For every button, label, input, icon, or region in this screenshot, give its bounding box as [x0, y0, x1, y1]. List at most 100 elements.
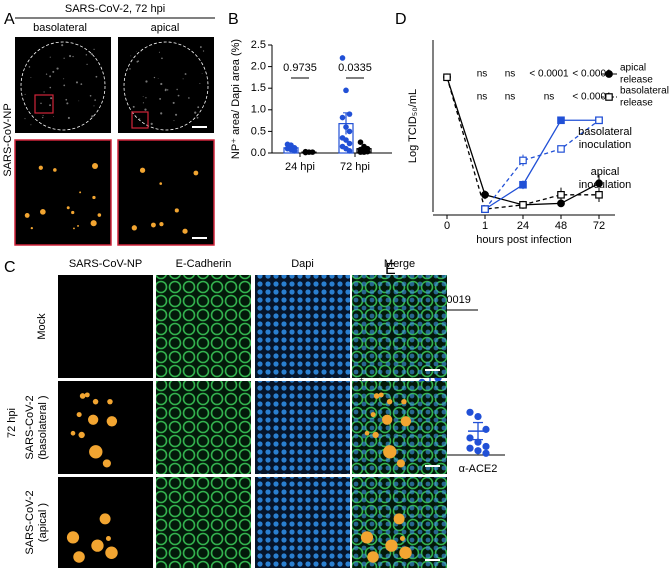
- signal: [43, 91, 45, 93]
- signal: [61, 44, 64, 47]
- signal: [145, 80, 148, 83]
- annotation: inoculation: [579, 179, 632, 191]
- signal: [372, 431, 379, 439]
- micrograph: [58, 381, 153, 474]
- signal: [135, 51, 137, 53]
- column-label: SARS-CoV-NP: [69, 258, 142, 270]
- signal: [86, 63, 88, 65]
- data-point: [466, 408, 474, 416]
- row-label: SARS-CoV-2: [24, 395, 36, 459]
- significance: ns: [505, 92, 516, 103]
- signal: [386, 398, 393, 405]
- zoom-box: [131, 111, 149, 129]
- data-point: [595, 116, 603, 125]
- data-point: [595, 179, 603, 188]
- x-tick-label: 72: [593, 220, 605, 232]
- data-point: [343, 137, 349, 143]
- data-point: [519, 201, 527, 209]
- y-axis-label: Log TCID₅₀/mL: [407, 89, 419, 163]
- micrograph: [14, 139, 112, 246]
- signal: [63, 78, 65, 80]
- micrograph: [118, 37, 214, 133]
- signal: [385, 539, 398, 552]
- signal: [177, 94, 180, 97]
- data-point: [291, 148, 298, 154]
- signal: [78, 431, 85, 439]
- signal: [66, 102, 69, 105]
- signal: [24, 118, 26, 120]
- panel-letter: D: [395, 11, 407, 28]
- data-point: [443, 73, 451, 82]
- signal: [166, 89, 169, 91]
- signal: [24, 93, 26, 95]
- signal: [145, 97, 147, 99]
- signal: [97, 213, 102, 217]
- data-point: [474, 447, 482, 455]
- signal: [91, 162, 99, 170]
- signal: [69, 54, 72, 58]
- signal: [107, 398, 113, 405]
- signal: [130, 55, 132, 57]
- data-point: [309, 149, 316, 155]
- data-point: [361, 149, 367, 155]
- signal: [93, 105, 95, 107]
- signal: [25, 64, 27, 66]
- signal: [142, 102, 144, 104]
- signal: [159, 222, 164, 227]
- legend-label: apical: [620, 63, 646, 74]
- signal: [63, 57, 65, 59]
- signal: [172, 101, 175, 104]
- data-point: [339, 55, 346, 61]
- signal: [399, 546, 412, 559]
- signal: [197, 106, 200, 109]
- x-tick-label: 72 hpi: [340, 161, 370, 173]
- signal: [40, 209, 46, 215]
- signal: [49, 75, 52, 78]
- signal: [90, 220, 97, 227]
- signal: [89, 94, 92, 97]
- column-label: E-Cadherin: [176, 258, 232, 270]
- signal: [50, 97, 53, 100]
- column-label: apical: [151, 22, 180, 34]
- signal: [201, 73, 203, 75]
- signal: [88, 414, 99, 425]
- signal: [136, 61, 139, 63]
- x-tick-label: 48: [555, 220, 567, 232]
- signal: [92, 195, 96, 200]
- legend-marker: [605, 70, 613, 78]
- signal: [80, 83, 83, 86]
- data-point: [302, 149, 309, 156]
- micrograph: [255, 275, 350, 378]
- significance: ns: [544, 92, 555, 103]
- signal: [95, 75, 98, 78]
- micrograph: [255, 381, 350, 474]
- signal: [400, 416, 412, 427]
- signal: [160, 82, 163, 86]
- signal: [153, 76, 156, 79]
- data-point: [474, 438, 482, 446]
- micrograph: [58, 275, 153, 378]
- signal: [164, 89, 167, 92]
- series-line: [484, 119, 600, 210]
- signal: [76, 412, 82, 418]
- series-line: [484, 119, 599, 210]
- signal: [49, 104, 51, 107]
- y-axis-label: NP⁺ area/ Dapi area (%): [230, 39, 242, 159]
- signal: [140, 50, 142, 52]
- signal: [393, 513, 405, 525]
- x-tick-label: 24: [517, 220, 529, 232]
- x-tick-label: α-ACE2: [459, 463, 498, 475]
- significance: ns: [505, 69, 516, 80]
- p-value: 0.0335: [338, 62, 372, 74]
- signal: [42, 115, 44, 117]
- signal: [176, 88, 178, 91]
- signal: [71, 210, 75, 215]
- overlay: [352, 381, 447, 474]
- data-point: [481, 190, 489, 199]
- signal: [30, 226, 33, 230]
- data-point: [557, 191, 565, 199]
- x-tick-label: 24 hpi: [285, 161, 315, 173]
- signal: [42, 116, 44, 119]
- signal: [401, 398, 407, 405]
